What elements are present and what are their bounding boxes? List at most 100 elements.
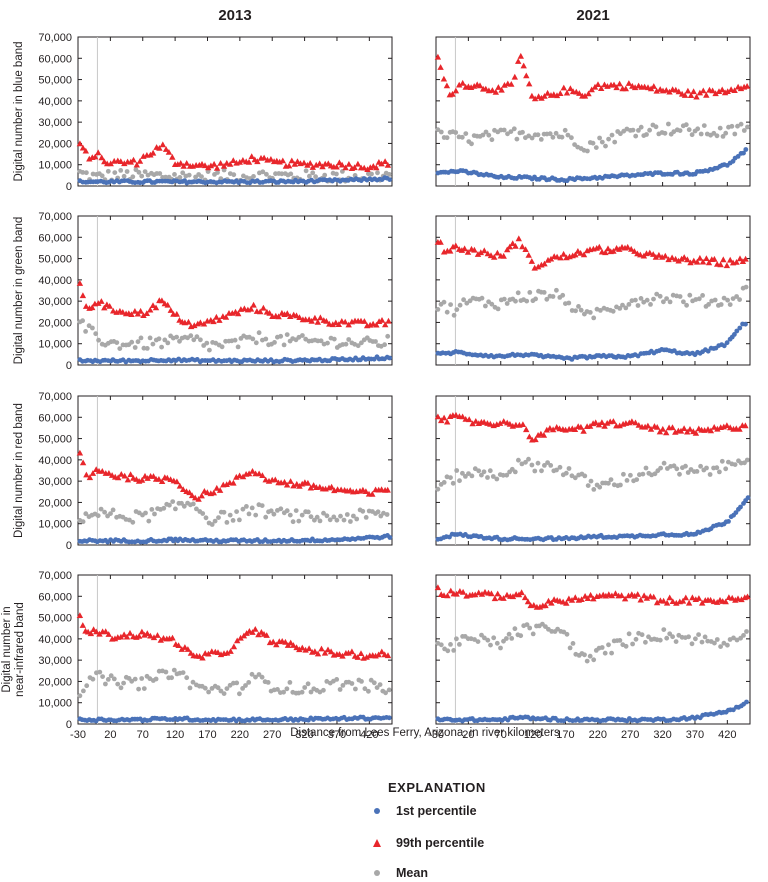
marker-mean (287, 680, 293, 685)
marker-mean (527, 290, 533, 295)
marker-mean (609, 650, 614, 656)
marker-p99 (681, 92, 689, 98)
marker-p99 (105, 470, 113, 476)
marker-p99 (141, 631, 148, 638)
marker-mean (83, 511, 89, 517)
series-p99 (434, 235, 749, 271)
marker-p99 (519, 243, 526, 250)
marker-mean (454, 636, 459, 642)
marker-mean (287, 512, 293, 518)
marker-mean (230, 518, 236, 523)
marker-mean (566, 300, 572, 306)
marker-p99 (147, 632, 154, 639)
marker-p99 (487, 252, 495, 259)
marker-p99 (154, 632, 161, 638)
marker-mean (557, 464, 563, 470)
marker-mean (640, 471, 646, 477)
marker-p99 (598, 85, 605, 91)
marker-mean (108, 511, 113, 516)
marker-mean (135, 339, 141, 345)
marker-mean (720, 134, 726, 139)
marker-p99 (128, 311, 135, 317)
marker-p99 (300, 159, 308, 166)
marker-mean (206, 689, 212, 695)
marker-p99 (471, 83, 478, 89)
marker-mean (723, 466, 729, 472)
marker-p99 (378, 317, 386, 323)
marker-mean (317, 518, 323, 524)
marker-mean (483, 303, 488, 309)
marker-mean (698, 463, 703, 469)
marker-mean (732, 131, 738, 137)
marker-mean (371, 680, 377, 686)
y-tick-label: 0 (66, 360, 72, 372)
marker-p99 (541, 93, 548, 99)
marker-p99 (640, 592, 648, 599)
marker-mean (81, 688, 86, 694)
marker-p99 (101, 158, 108, 165)
marker-p99 (183, 160, 190, 166)
y-axis-label: near-infrared band (14, 602, 26, 697)
marker-p99 (675, 88, 682, 95)
y-tick-label: 60,000 (38, 412, 72, 424)
marker-p99 (511, 73, 518, 80)
y-tick-label: 40,000 (38, 96, 72, 108)
marker-mean (494, 476, 500, 482)
marker-mean (80, 519, 86, 525)
marker-mean (486, 132, 492, 138)
marker-mean (121, 173, 127, 179)
marker-p99 (737, 85, 745, 92)
marker-mean (256, 672, 262, 677)
marker-p99 (373, 321, 380, 328)
marker-mean (714, 465, 720, 471)
marker-p99 (210, 489, 217, 496)
marker-p99 (528, 92, 536, 99)
marker-mean (218, 688, 224, 694)
marker-mean (105, 168, 111, 174)
marker-mean (191, 337, 197, 343)
marker-mean (84, 170, 89, 176)
marker-mean (288, 171, 294, 177)
marker-p1 (743, 321, 748, 327)
marker-p99 (472, 591, 479, 598)
marker-p99 (243, 630, 250, 636)
marker-p99 (79, 144, 87, 151)
y-axis-label: Digital number in (1, 606, 13, 692)
marker-p99 (521, 594, 529, 601)
x-tick-label: 270 (263, 729, 281, 741)
marker-mean (159, 344, 165, 350)
marker-mean (90, 325, 95, 331)
marker-p1 (386, 715, 392, 721)
marker-p99 (727, 424, 734, 431)
marker-mean (143, 510, 148, 516)
marker-mean (707, 472, 713, 477)
marker-mean (162, 337, 168, 343)
marker-p99 (705, 259, 713, 266)
marker-mean (587, 310, 593, 315)
marker-mean (475, 639, 481, 644)
marker-p99 (185, 318, 192, 325)
marker-mean (741, 633, 746, 638)
marker-p99 (118, 471, 125, 477)
marker-p99 (474, 251, 482, 257)
marker-p99 (96, 630, 103, 637)
marker-mean (435, 307, 441, 312)
marker-mean (573, 308, 578, 314)
marker-mean (130, 519, 136, 525)
marker-p99 (335, 321, 342, 327)
marker-p99 (452, 242, 459, 249)
marker-p99 (548, 599, 555, 606)
marker-p99 (444, 418, 451, 425)
marker-mean (608, 477, 614, 482)
marker-p99 (675, 257, 682, 264)
marker-p99 (107, 160, 114, 167)
legend-title: EXPLANATION (388, 780, 486, 795)
marker-p99 (95, 300, 102, 306)
marker-mean (302, 685, 308, 690)
marker-mean (325, 340, 330, 346)
marker-p99 (500, 595, 507, 601)
marker-p99 (158, 478, 166, 484)
marker-p99 (237, 634, 244, 641)
marker-mean (652, 471, 658, 477)
marker-mean (483, 129, 489, 135)
